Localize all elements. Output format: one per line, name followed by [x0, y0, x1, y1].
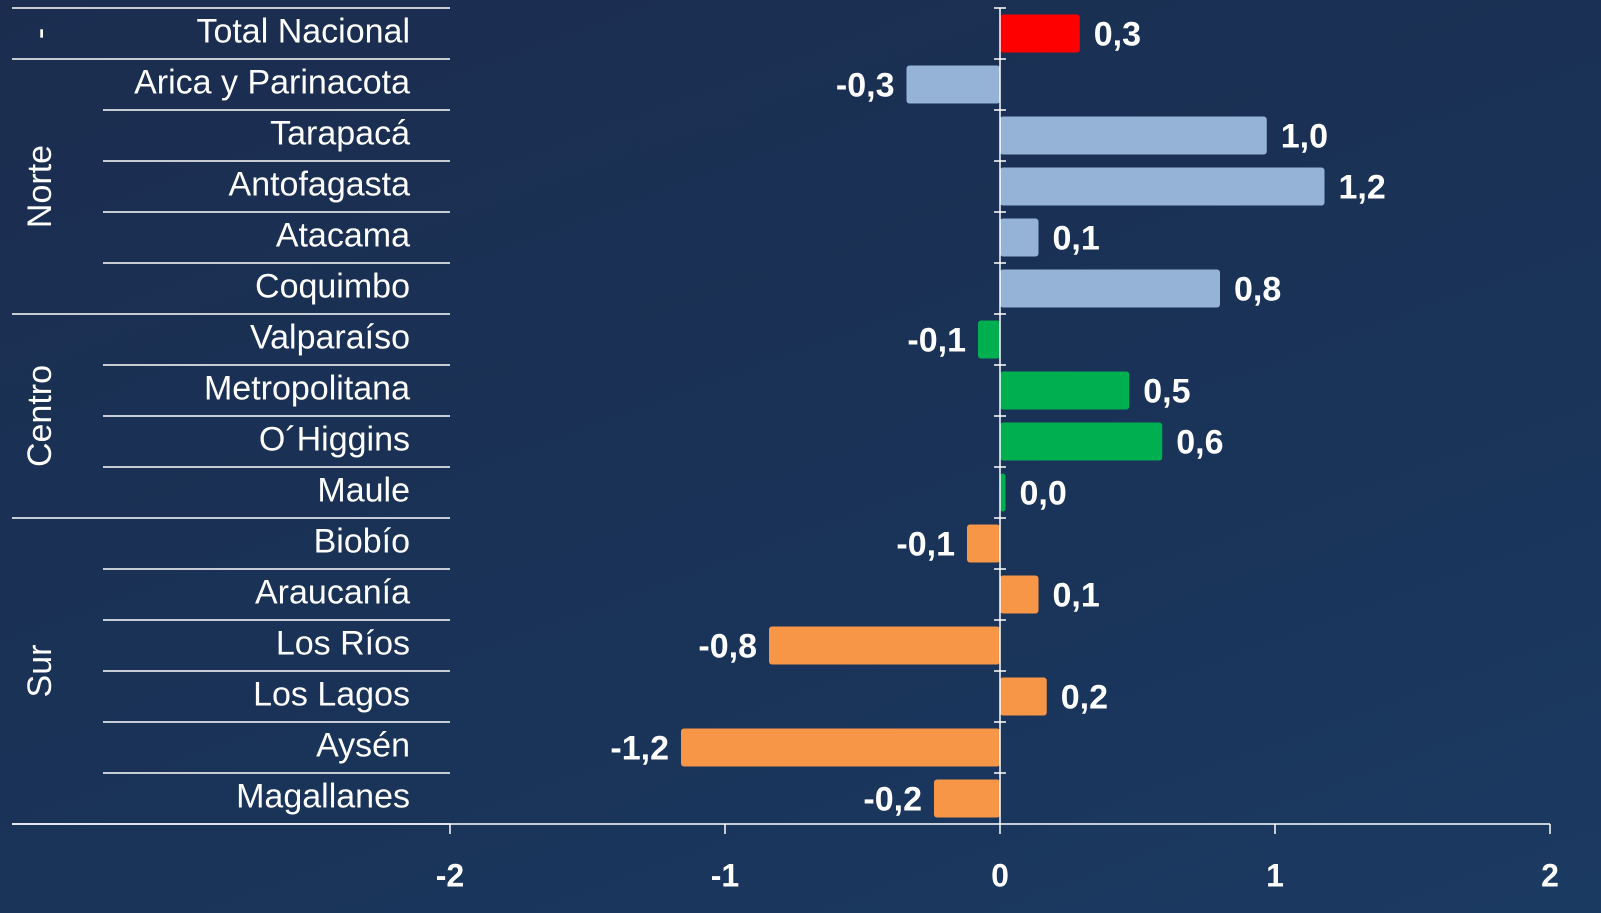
bar — [906, 65, 1000, 104]
category-label: Aysén — [316, 726, 410, 764]
category-label: Magallanes — [236, 777, 410, 815]
category-label: Tarapacá — [270, 114, 410, 152]
value-label: 0,1 — [1053, 219, 1100, 257]
category-label: Metropolitana — [204, 369, 410, 407]
value-label: 0,2 — [1061, 678, 1108, 716]
value-label: 0,6 — [1176, 423, 1223, 461]
value-label: 0,5 — [1143, 372, 1190, 410]
bar — [1000, 575, 1039, 614]
category-label: Biobío — [314, 522, 410, 560]
group-label: Sur — [21, 645, 59, 698]
bar — [1000, 116, 1267, 155]
bar — [1000, 422, 1163, 461]
group-label: - — [21, 28, 59, 39]
value-label: 1,0 — [1281, 117, 1328, 155]
category-label: O´Higgins — [259, 420, 410, 458]
value-label: -0,2 — [863, 780, 922, 818]
category-label: Araucanía — [255, 573, 410, 611]
bar — [1000, 218, 1039, 257]
x-tick-label: 2 — [1541, 857, 1559, 893]
value-label: 0,0 — [1020, 474, 1067, 512]
bar — [978, 320, 1000, 359]
value-label: -0,8 — [698, 627, 757, 665]
bar — [1000, 269, 1220, 308]
category-label: Coquimbo — [255, 267, 410, 305]
value-label: 0,1 — [1053, 576, 1100, 614]
category-label: Arica y Parinacota — [134, 63, 410, 101]
x-tick-label: 1 — [1266, 857, 1284, 893]
value-label: 0,8 — [1234, 270, 1281, 308]
x-tick-label: -2 — [436, 857, 464, 893]
group-label: Centro — [21, 365, 59, 467]
bar — [967, 524, 1000, 563]
category-label: Total Nacional — [196, 12, 410, 50]
bar — [681, 728, 1000, 767]
value-label: 0,3 — [1094, 15, 1141, 53]
value-label: -0,1 — [896, 525, 955, 563]
category-label: Los Lagos — [253, 675, 410, 713]
value-label: -1,2 — [610, 729, 669, 767]
category-label: Atacama — [276, 216, 410, 254]
category-label: Valparaíso — [250, 318, 410, 356]
bar — [1000, 371, 1130, 410]
value-label: 1,2 — [1339, 168, 1386, 206]
category-label: Maule — [317, 471, 410, 509]
bar — [1000, 677, 1047, 716]
x-tick-label: 0 — [991, 857, 1009, 893]
category-label: Los Ríos — [276, 624, 410, 662]
x-tick-label: -1 — [711, 857, 739, 893]
bar — [1000, 473, 1006, 512]
bar — [1000, 167, 1325, 206]
bar — [934, 779, 1000, 818]
value-label: -0,3 — [836, 66, 895, 104]
bar — [769, 626, 1000, 665]
group-label: Norte — [21, 145, 59, 228]
value-label: -0,1 — [907, 321, 966, 359]
category-label: Antofagasta — [229, 165, 411, 203]
bar — [1000, 14, 1080, 53]
